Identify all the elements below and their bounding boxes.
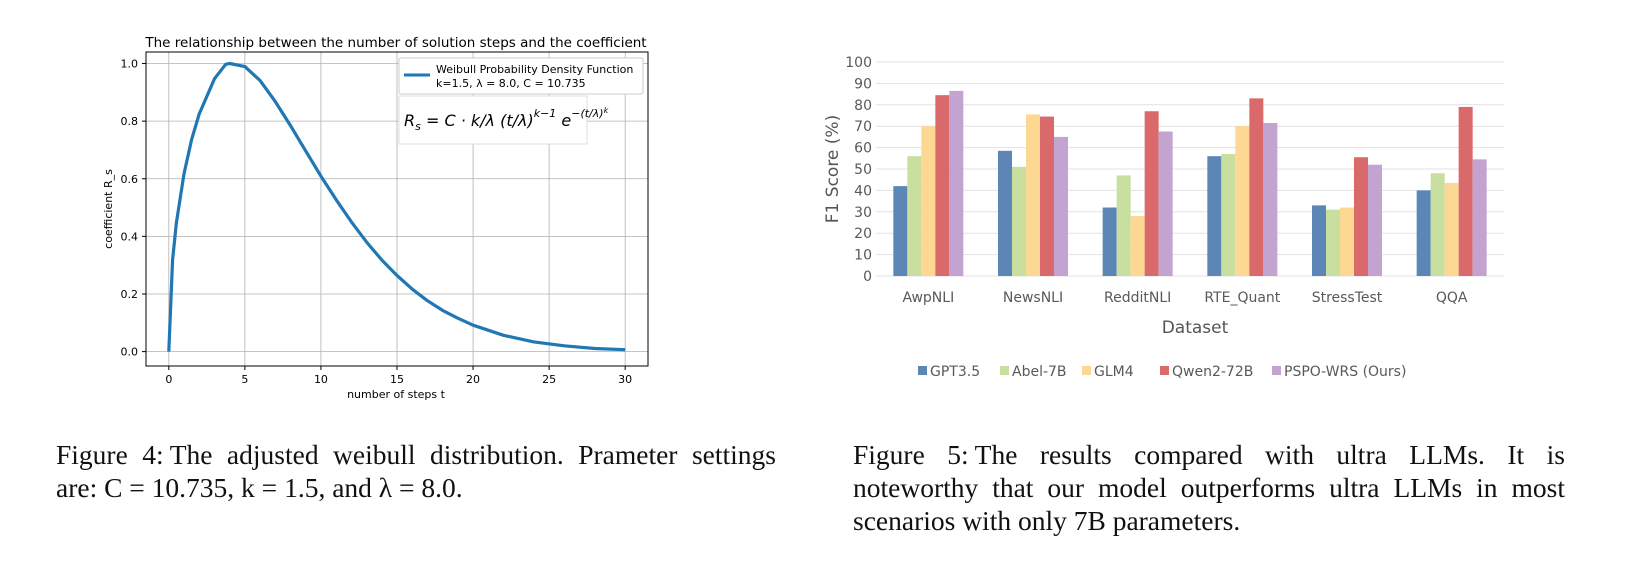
fig4-xtick-label: 30: [618, 373, 632, 386]
fig5-ytick-label: 20: [854, 226, 872, 242]
legend-swatch-PSPO-WRS (Ours): [1272, 366, 1281, 375]
figure4-label: Figure 4:: [56, 439, 164, 470]
bar-NewsNLI-GLM4: [1026, 114, 1040, 277]
f1-bar-chart: 0 10 20 30 40 50 60 70 80 90 100 AwpNLI NewsNLI Reddi…: [823, 55, 1504, 380]
fig4-xtick-label: 25: [542, 373, 556, 386]
fig4-legend: Weibull Probability Density Function k=1…: [398, 57, 644, 95]
fig4-ytick-label: 0.2: [121, 288, 139, 301]
fig5-category-label: RedditNLI: [1104, 290, 1171, 306]
fig4-ytick-label: 1.0: [121, 58, 139, 71]
fig4-xtick-label: 0: [165, 373, 172, 386]
fig5-ytick-label: 70: [854, 119, 872, 135]
fig4-ytick-label: 0.0: [121, 346, 139, 359]
bar-RedditNLI-PSPO-WRS (Ours): [1158, 131, 1173, 276]
bar-StressTest-GPT3.5: [1312, 205, 1326, 276]
fig4-legend-line1: Weibull Probability Density Function: [436, 63, 633, 76]
fig5-ticks: 0 10 20 30 40 50 60 70 80 90 100 AwpNLI NewsNLI Reddi…: [845, 55, 1468, 306]
figure5-caption: Figure 5: The results compared with ultra…: [853, 438, 1565, 537]
fig4-xtick-label: 20: [466, 373, 480, 386]
fig5-ytick-label: 40: [854, 183, 872, 199]
legend-swatch-Abel-7B: [1000, 366, 1009, 375]
fig4-legend-line2: k=1.5, λ = 8.0, C = 10.735: [436, 77, 586, 90]
fig4-formula: Rs = C · k/λ (t/λ)k−1 e−(t/λ)k: [398, 95, 609, 145]
bar-NewsNLI-PSPO-WRS (Ours): [1054, 136, 1068, 276]
figure5-label: Figure 5:: [853, 439, 969, 470]
bar-RedditNLI-GLM4: [1130, 216, 1145, 276]
fig5-category-label: NewsNLI: [1003, 290, 1063, 306]
fig5-ytick-label: 30: [854, 205, 872, 221]
fig5-bars: [893, 90, 1487, 277]
fig4-xlabel: number of steps t: [347, 388, 446, 401]
fig5-ylabel: F1 Score (%): [823, 115, 843, 223]
legend-swatch-Qwen2-72B: [1160, 366, 1169, 375]
fig4-xtick-label: 15: [390, 373, 404, 386]
bar-RTE_Quant-GLM4: [1235, 126, 1250, 276]
fig5-gridlines: [876, 61, 1504, 277]
bar-AwpNLI-GLM4: [921, 126, 936, 276]
fig5-ytick-label: 10: [854, 248, 872, 264]
legend-label: GLM4: [1094, 364, 1134, 380]
bar-QQA-Abel-7B: [1430, 173, 1445, 276]
bar-AwpNLI-Qwen2-72B: [935, 95, 950, 276]
fig5-category-label: StressTest: [1312, 290, 1383, 306]
bar-StressTest-GLM4: [1340, 207, 1354, 276]
fig5-ytick-label: 50: [854, 162, 872, 178]
bar-RTE_Quant-GPT3.5: [1207, 156, 1222, 276]
fig4-title: The relationship between the number of s…: [144, 35, 646, 51]
fig4-ticks: 0 5 10 15 20 25 30 0.0 0.2 0.4 0.6 0.8 1.0: [121, 58, 633, 386]
bar-AwpNLI-Abel-7B: [907, 156, 922, 276]
bar-QQA-Qwen2-72B: [1458, 106, 1473, 276]
fig4-ytick-label: 0.8: [121, 115, 139, 128]
fig4-formula-box: [398, 95, 588, 145]
legend-swatch-GPT3.5: [918, 366, 927, 375]
fig5-category-label: AwpNLI: [902, 290, 954, 306]
legend-label: Qwen2-72B: [1172, 364, 1253, 380]
bar-QQA-GPT3.5: [1416, 190, 1431, 276]
bar-StressTest-PSPO-WRS (Ours): [1368, 164, 1382, 276]
bar-RTE_Quant-PSPO-WRS (Ours): [1263, 122, 1278, 277]
bar-AwpNLI-PSPO-WRS (Ours): [949, 90, 964, 276]
bar-NewsNLI-Qwen2-72B: [1040, 116, 1054, 276]
fig4-ylabel: coefficient R_s: [102, 169, 115, 249]
bar-RTE_Quant-Abel-7B: [1221, 154, 1236, 276]
fig4-formula-text: Rs = C · k/λ (t/λ)k−1 e−(t/λ)k: [404, 106, 609, 133]
fig5-ytick-label: 60: [854, 141, 872, 157]
fig5-category-label: QQA: [1436, 290, 1468, 306]
fig4-xtick-label: 10: [314, 373, 328, 386]
legend-label: Abel-7B: [1012, 364, 1067, 380]
bar-NewsNLI-GPT3.5: [998, 150, 1012, 276]
weibull-line-chart: 0 5 10 15 20 25 30 0.0 0.2 0.4 0.6 0.8 1.0 The relat…: [102, 35, 649, 401]
fig5-xlabel: Dataset: [1162, 318, 1229, 338]
bar-StressTest-Abel-7B: [1326, 209, 1340, 276]
bar-RedditNLI-Qwen2-72B: [1144, 111, 1159, 276]
legend-swatch-GLM4: [1082, 366, 1091, 375]
bar-NewsNLI-Abel-7B: [1012, 166, 1026, 276]
fig4-ytick-label: 0.4: [121, 230, 139, 243]
fig5-ytick-label: 80: [854, 98, 872, 114]
bar-QQA-GLM4: [1444, 182, 1459, 276]
legend-label: GPT3.5: [930, 364, 980, 380]
fig4-legend-box: [398, 57, 644, 95]
fig5-ytick-label: 0: [863, 269, 872, 285]
bar-RedditNLI-GPT3.5: [1102, 207, 1117, 276]
bar-QQA-PSPO-WRS (Ours): [1472, 159, 1487, 276]
figure5-text: The results compared with ultra LLMs. It…: [853, 439, 1565, 536]
legend-label: PSPO-WRS (Ours): [1284, 364, 1406, 380]
fig4-xtick-label: 5: [241, 373, 248, 386]
fig5-legend: GPT3.5 Abel-7B GLM4 Qwen2-72B PSPO-WRS (Ours…: [918, 364, 1406, 380]
bar-AwpNLI-GPT3.5: [893, 186, 908, 276]
bar-StressTest-Qwen2-72B: [1354, 157, 1368, 276]
figure4-caption: Figure 4: The adjusted weibull distributi…: [56, 438, 776, 504]
figure4-text: The adjusted weibull distribution. Prame…: [56, 439, 776, 503]
weibull-series-line: [167, 61, 626, 352]
bar-RTE_Quant-Qwen2-72B: [1249, 98, 1264, 276]
fig5-ytick-label: 90: [854, 76, 872, 92]
fig5-ytick-label: 100: [845, 55, 872, 71]
fig5-category-label: RTE_Quant: [1204, 290, 1280, 306]
bar-RedditNLI-Abel-7B: [1116, 175, 1131, 276]
fig4-ytick-label: 0.6: [121, 173, 139, 186]
